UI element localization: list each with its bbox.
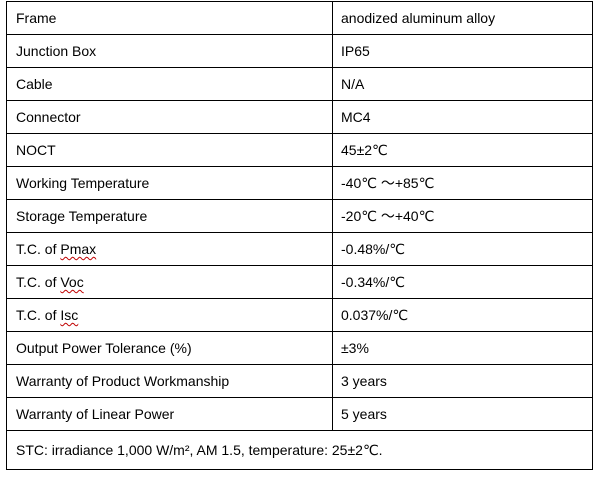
spec-value: -0.34%/℃ <box>332 265 593 299</box>
spec-value: -40℃ ～+85℃ <box>332 166 593 200</box>
spec-label: Storage Temperature <box>6 199 333 233</box>
spec-label: Warranty of Product Workmanship <box>6 364 333 398</box>
spec-label-prefix: T.C. of <box>16 274 61 290</box>
table-row: NOCT 45±2℃ <box>6 133 593 167</box>
table-row: Warranty of Product Workmanship 3 years <box>6 364 593 398</box>
spec-value: 5 years <box>332 397 593 431</box>
table-row: Frame anodized aluminum alloy <box>6 1 593 35</box>
spec-label: Frame <box>6 1 333 35</box>
spec-label: Warranty of Linear Power <box>6 397 333 431</box>
spec-value: 0.037%/℃ <box>332 298 593 332</box>
table-row: Cable N/A <box>6 67 593 101</box>
table-row: T.C. of Voc -0.34%/℃ <box>6 265 593 299</box>
table-row: Junction Box IP65 <box>6 34 593 68</box>
spec-label: Output Power Tolerance (%) <box>6 331 333 365</box>
spellcheck-term: Isc <box>60 307 79 323</box>
spec-label: Working Temperature <box>6 166 333 200</box>
spec-label: Connector <box>6 100 333 134</box>
spec-value: N/A <box>332 67 593 101</box>
spec-table: Frame anodized aluminum alloy Junction B… <box>6 1 593 470</box>
table-row: Connector MC4 <box>6 100 593 134</box>
table-row: T.C. of Pmax -0.48%/℃ <box>6 232 593 266</box>
table-row: T.C. of Isc 0.037%/℃ <box>6 298 593 332</box>
stc-footnote: STC: irradiance 1,000 W/m², AM 1.5, temp… <box>6 430 593 470</box>
spec-label: T.C. of Isc <box>6 298 333 332</box>
spec-value: 45±2℃ <box>332 133 593 167</box>
table-row: Working Temperature -40℃ ～+85℃ <box>6 166 593 200</box>
spec-label: Junction Box <box>6 34 333 68</box>
spec-label-prefix: T.C. of <box>16 307 61 323</box>
table-row: Output Power Tolerance (%) ±3% <box>6 331 593 365</box>
spec-value: MC4 <box>332 100 593 134</box>
table-row: Warranty of Linear Power 5 years <box>6 397 593 431</box>
spec-label: Cable <box>6 67 333 101</box>
table-row: Storage Temperature -20℃ ～+40℃ <box>6 199 593 233</box>
footnote-row: STC: irradiance 1,000 W/m², AM 1.5, temp… <box>6 430 593 470</box>
spec-label-prefix: T.C. of <box>16 241 61 257</box>
spec-label: T.C. of Voc <box>6 265 333 299</box>
spellcheck-term: Voc <box>60 274 84 290</box>
spec-value: IP65 <box>332 34 593 68</box>
spec-value: -0.48%/℃ <box>332 232 593 266</box>
spellcheck-term: Pmax <box>60 241 97 257</box>
spec-label: NOCT <box>6 133 333 167</box>
spec-value: 3 years <box>332 364 593 398</box>
spec-value: ±3% <box>332 331 593 365</box>
spec-value: -20℃ ～+40℃ <box>332 199 593 233</box>
spec-label: T.C. of Pmax <box>6 232 333 266</box>
spec-value: anodized aluminum alloy <box>332 1 593 35</box>
